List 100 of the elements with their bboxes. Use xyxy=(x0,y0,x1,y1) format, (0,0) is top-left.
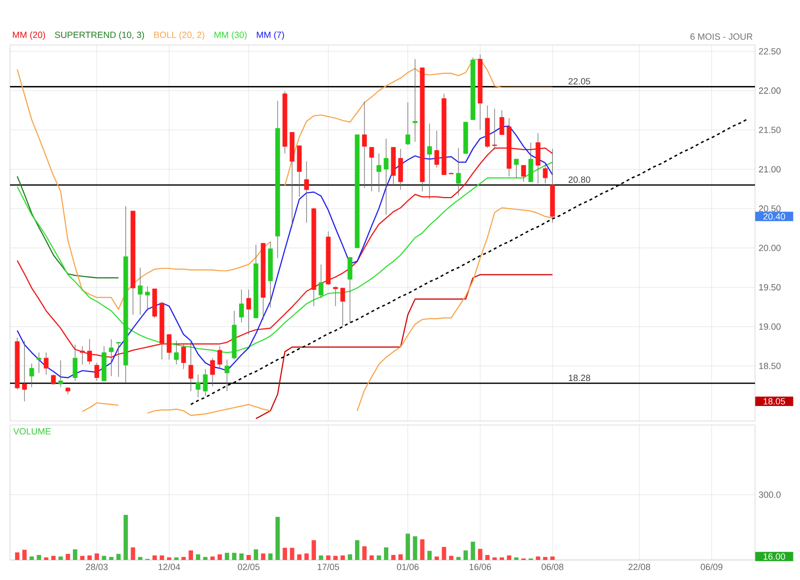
bar xyxy=(543,556,548,560)
bar xyxy=(196,554,200,560)
text: MM (7) xyxy=(256,31,284,40)
y-tick-label: 22.50 xyxy=(758,48,781,54)
bar xyxy=(116,554,121,560)
bar xyxy=(470,542,476,560)
ref-line-label: 18.28 xyxy=(568,374,590,382)
candlestick xyxy=(304,161,309,224)
bar xyxy=(412,536,418,560)
candlestick xyxy=(521,165,526,182)
bar xyxy=(427,550,432,560)
candlestick xyxy=(412,58,418,142)
candlestick xyxy=(398,148,403,190)
bar xyxy=(420,539,424,560)
candlestick xyxy=(210,358,215,387)
bar xyxy=(340,555,345,560)
candlestick xyxy=(362,101,367,188)
candlestick xyxy=(138,267,143,316)
bar xyxy=(492,557,497,560)
candlestick xyxy=(116,342,121,378)
bar xyxy=(44,557,48,560)
bar xyxy=(174,557,179,560)
y-tick-label: 18.50 xyxy=(759,362,781,370)
candlestick xyxy=(72,344,78,382)
bar xyxy=(312,540,316,560)
candlestick xyxy=(224,359,230,392)
candlestick xyxy=(29,363,34,388)
candlestick xyxy=(333,286,338,306)
x-tick-label: 12/04 xyxy=(158,564,180,570)
bar xyxy=(355,540,360,560)
bar xyxy=(297,554,302,560)
bar xyxy=(318,555,324,560)
candlestick xyxy=(166,334,172,360)
candlestick xyxy=(456,148,461,196)
bar xyxy=(138,556,142,560)
y-tick-label: 300.0 xyxy=(758,491,781,498)
candlestick xyxy=(434,130,440,168)
x-tick-label: 16/06 xyxy=(470,564,491,570)
y-tick-label: 20.00 xyxy=(758,244,781,252)
candlestick xyxy=(145,286,150,312)
bar xyxy=(224,552,230,560)
bar xyxy=(304,553,309,560)
bar xyxy=(362,546,367,560)
bar xyxy=(434,556,439,560)
candlestick xyxy=(239,289,244,323)
candlestick xyxy=(174,340,179,365)
bar xyxy=(536,556,540,560)
candlestick xyxy=(536,132,540,184)
y-tick-label: 21.50 xyxy=(758,126,781,134)
bar xyxy=(210,556,215,560)
x-tick-label: 06/08 xyxy=(542,564,564,570)
candlestick xyxy=(427,123,432,200)
y-tick-label: 22.00 xyxy=(758,87,781,94)
bar xyxy=(22,550,27,560)
candlestick xyxy=(376,153,382,192)
y-tick-label: 21.00 xyxy=(758,166,781,172)
bar xyxy=(232,552,236,560)
y-tick-label: 19.50 xyxy=(759,284,781,290)
x-tick-label: 28/03 xyxy=(86,564,108,570)
x-tick-label: 02/05 xyxy=(238,564,260,570)
candlestick xyxy=(94,362,100,382)
bar xyxy=(30,556,34,560)
bar xyxy=(391,554,396,560)
text: BOLL (20, 2) xyxy=(154,31,204,40)
bar xyxy=(254,549,258,560)
bar xyxy=(51,556,56,560)
candlestick xyxy=(499,110,504,135)
bar xyxy=(384,547,388,560)
candlestick xyxy=(87,338,92,365)
bar xyxy=(550,556,555,560)
bar xyxy=(188,550,194,560)
candlestick xyxy=(528,142,534,182)
text: SUPERTREND (10, 3) xyxy=(54,31,144,40)
candlestick xyxy=(405,102,410,146)
bar xyxy=(218,554,222,560)
candlestick xyxy=(202,368,208,396)
candlestick xyxy=(196,374,200,398)
candlestick xyxy=(514,158,519,178)
candlestick xyxy=(80,346,85,365)
candlestick xyxy=(217,346,222,370)
candlestick xyxy=(36,352,42,374)
ref-line-label: 20.80 xyxy=(568,176,590,183)
candlestick xyxy=(492,108,497,150)
bar xyxy=(58,556,63,560)
bar xyxy=(124,514,128,560)
text: 18.05 xyxy=(764,398,786,404)
x-tick-label: 22/08 xyxy=(628,564,650,570)
candlestick xyxy=(44,352,49,375)
bar xyxy=(260,553,266,560)
text: 16.00 xyxy=(764,553,786,560)
candlestick xyxy=(318,264,324,299)
bar xyxy=(268,553,273,560)
bar xyxy=(500,557,504,560)
bar xyxy=(109,556,114,560)
bar xyxy=(152,555,157,560)
bar xyxy=(80,556,85,560)
chart-title: VOLUME xyxy=(13,428,51,435)
candlestick xyxy=(369,146,374,192)
candlestick xyxy=(246,289,252,335)
candlestick xyxy=(58,360,64,388)
